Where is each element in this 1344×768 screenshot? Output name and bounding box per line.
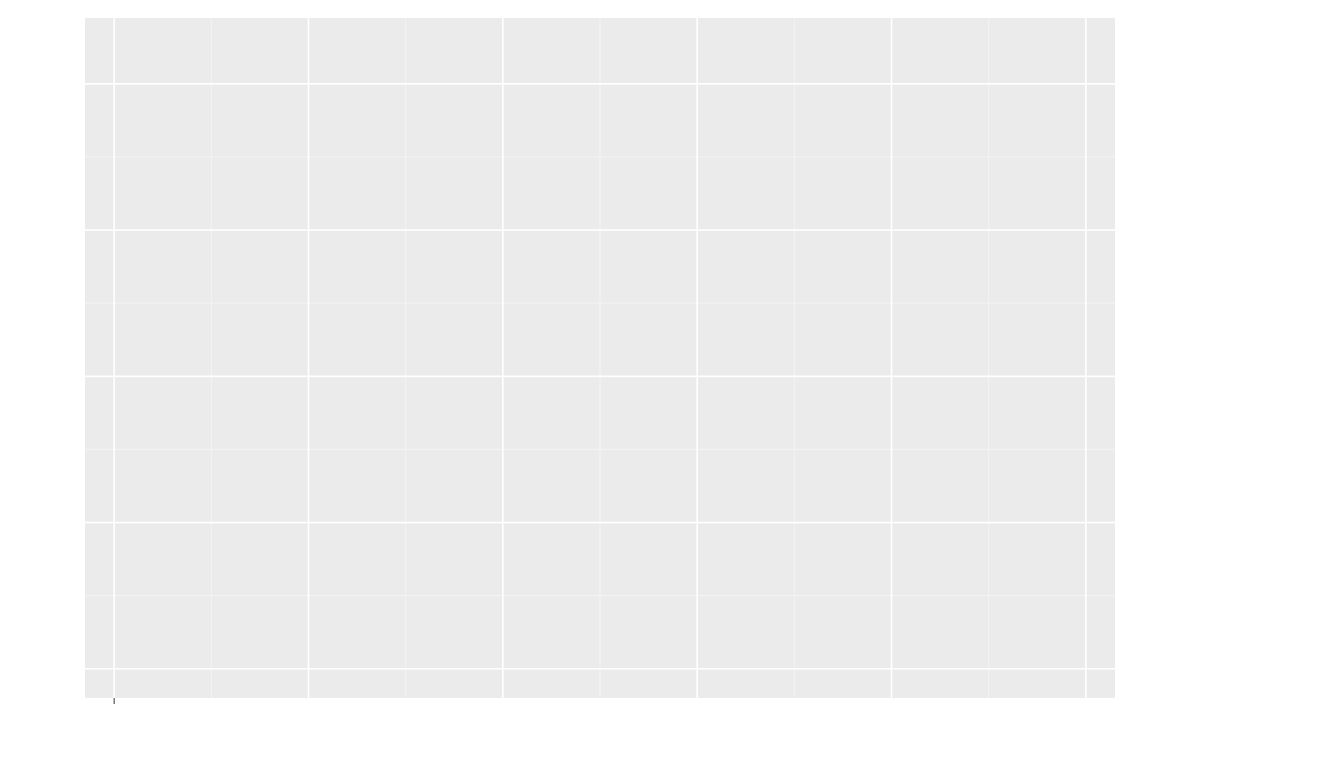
- scatter-chart: [0, 0, 1344, 768]
- chart-svg: [0, 0, 1344, 768]
